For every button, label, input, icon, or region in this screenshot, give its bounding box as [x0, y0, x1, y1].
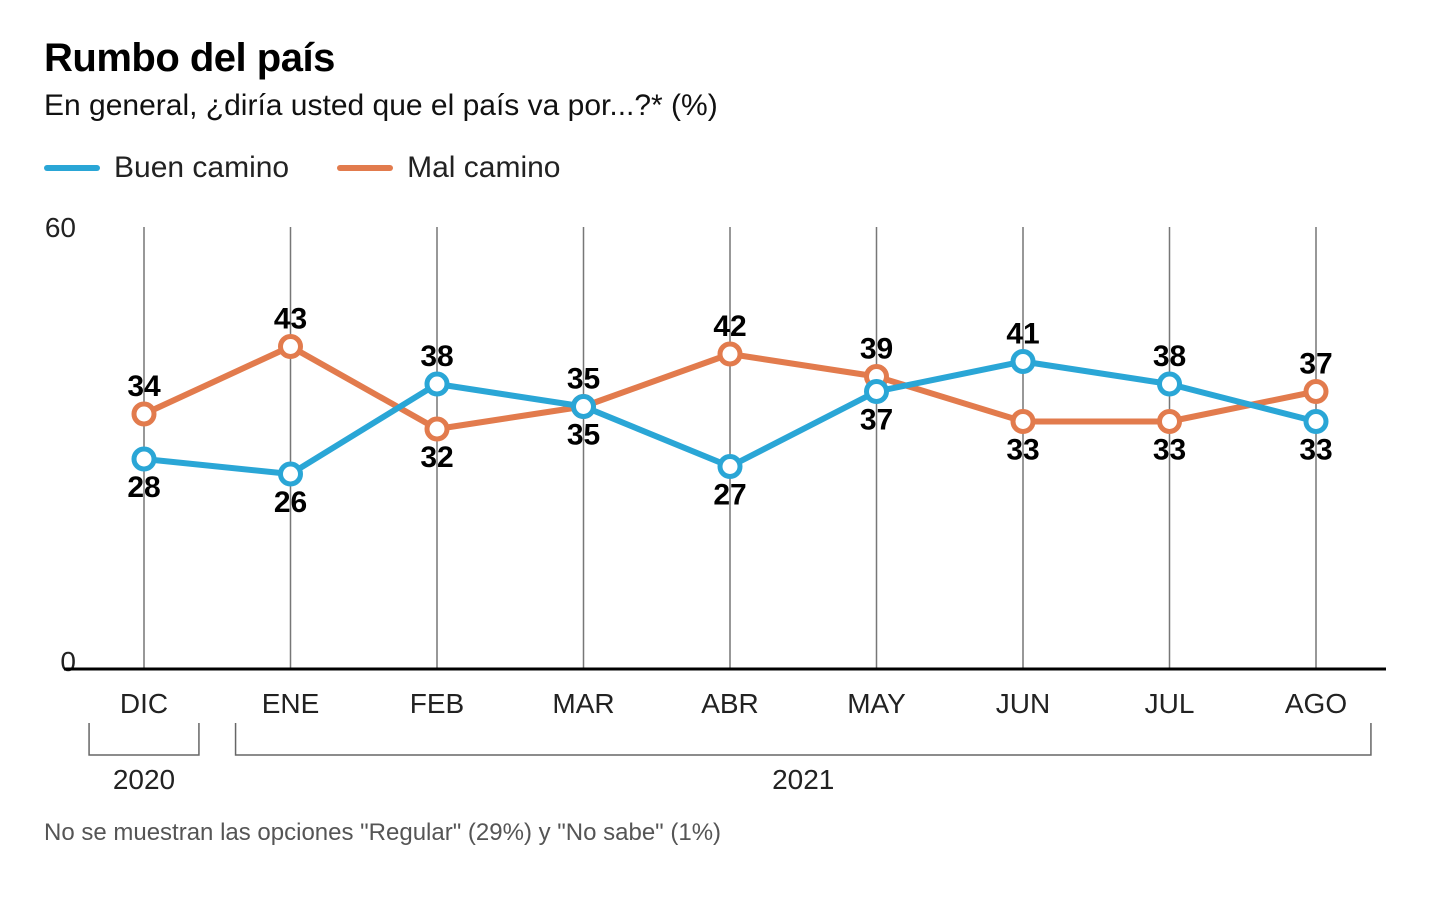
svg-text:39: 39	[860, 333, 893, 366]
legend-item-buen: Buen camino	[44, 151, 289, 185]
chart-footnote: No se muestran las opciones "Regular" (2…	[44, 819, 1396, 847]
legend-swatch-mal	[337, 165, 393, 171]
svg-text:MAY: MAY	[847, 688, 906, 719]
legend-item-mal: Mal camino	[337, 151, 560, 185]
legend-label-mal: Mal camino	[407, 151, 560, 185]
line-chart: 0 60 34 43 32 35 42 39 33 33 37 28 26 38 35 27 37 41 38 33 D…	[44, 209, 1396, 799]
legend-label-buen: Buen camino	[114, 151, 289, 185]
svg-text:38: 38	[1153, 340, 1186, 373]
svg-text:35: 35	[567, 363, 600, 396]
legend-swatch-buen	[44, 165, 100, 171]
svg-text:ABR: ABR	[701, 688, 759, 719]
svg-text:JUN: JUN	[996, 688, 1050, 719]
svg-text:26: 26	[274, 486, 307, 519]
svg-text:27: 27	[713, 479, 746, 512]
svg-text:2021: 2021	[772, 764, 834, 795]
svg-text:43: 43	[274, 303, 307, 336]
chart-title: Rumbo del país	[44, 36, 1396, 81]
svg-text:33: 33	[1153, 434, 1186, 467]
svg-text:41: 41	[1006, 318, 1039, 351]
svg-text:0: 0	[60, 646, 76, 677]
svg-text:35: 35	[567, 419, 600, 452]
svg-text:42: 42	[713, 310, 746, 343]
svg-text:FEB: FEB	[410, 688, 464, 719]
svg-text:33: 33	[1006, 434, 1039, 467]
svg-text:37: 37	[860, 404, 893, 437]
svg-text:33: 33	[1299, 434, 1332, 467]
svg-text:DIC: DIC	[120, 688, 168, 719]
svg-text:60: 60	[45, 212, 76, 243]
svg-text:38: 38	[420, 340, 453, 373]
legend: Buen camino Mal camino	[44, 151, 1396, 185]
svg-text:28: 28	[127, 471, 160, 504]
svg-text:2020: 2020	[113, 764, 175, 795]
chart-svg: 0 60 34 43 32 35 42 39 33 33 37 28 26 38 35 27 37 41 38 33 D…	[44, 209, 1396, 799]
svg-text:37: 37	[1299, 348, 1332, 381]
svg-text:AGO: AGO	[1285, 688, 1347, 719]
svg-text:ENE: ENE	[262, 688, 320, 719]
svg-text:JUL: JUL	[1145, 688, 1195, 719]
svg-text:32: 32	[420, 441, 453, 474]
svg-text:34: 34	[127, 370, 161, 403]
chart-subtitle: En general, ¿diría usted que el país va …	[44, 89, 1396, 123]
svg-text:MAR: MAR	[552, 688, 614, 719]
